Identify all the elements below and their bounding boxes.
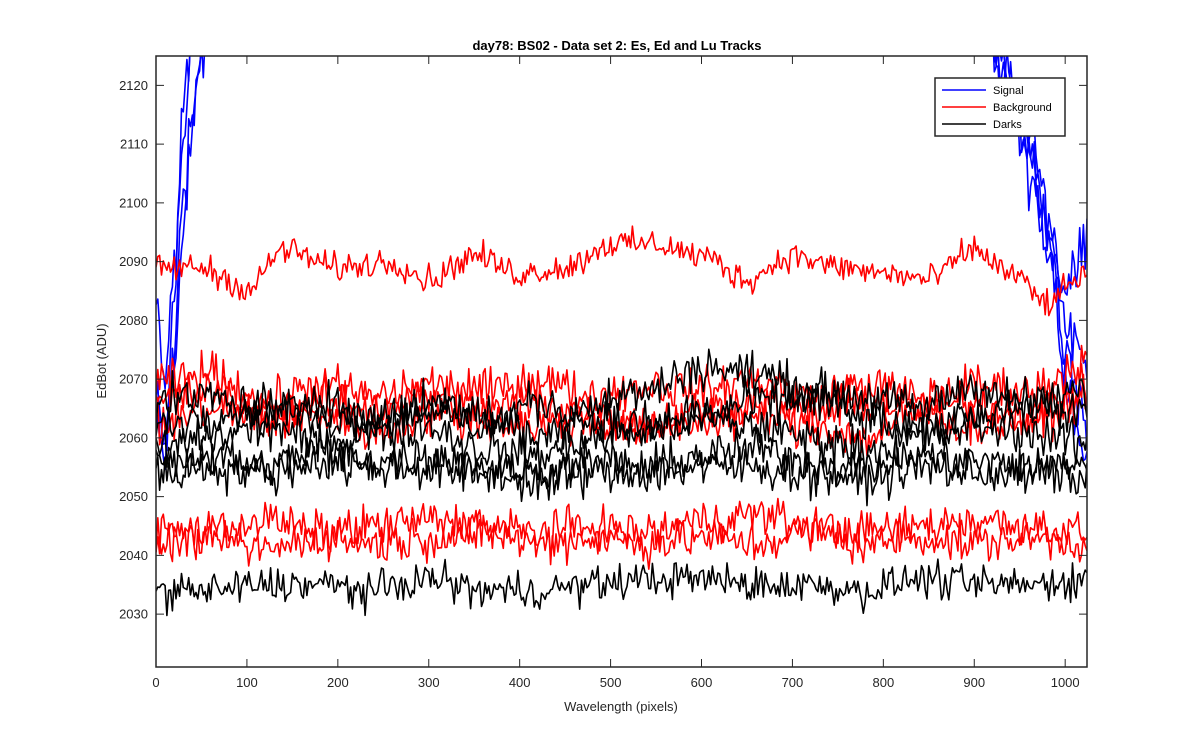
legend-label-background: Background — [993, 102, 1052, 114]
series-line-darks-12 — [156, 394, 1087, 478]
legend-box — [934, 77, 1066, 137]
x-tick-label: 300 — [418, 675, 440, 690]
y-tick-label: 2090 — [119, 254, 148, 269]
series-line-darks-13 — [156, 423, 1087, 501]
y-tick-label: 2070 — [119, 372, 148, 387]
y-tick-label: 2050 — [119, 489, 148, 504]
series-line-darks-15 — [156, 558, 1087, 617]
y-tick-label: 2040 — [119, 548, 148, 563]
legend: Signal Background Darks — [934, 77, 1066, 137]
series-line-background-8 — [156, 497, 1087, 555]
x-tick-label: 700 — [782, 675, 804, 690]
plot-series-layer — [156, 56, 1087, 617]
series-line-darks-10 — [156, 348, 1087, 457]
axis-ticks-layer: 0 100 200 300 400 500 600 700 800 900 1000 2030 2040… — [119, 56, 1087, 690]
series-line-background-4 — [156, 225, 1087, 317]
y-tick-label: 2060 — [119, 430, 148, 445]
y-tick-label: 2110 — [120, 137, 148, 152]
y-tick-label: 2030 — [119, 607, 148, 622]
chart-title: day78: BS02 - Data set 2: Es, Ed and Lu … — [472, 38, 761, 53]
x-tick-label: 200 — [327, 675, 349, 690]
series-line-background-9 — [156, 509, 1087, 570]
x-tick-label: 900 — [963, 675, 985, 690]
y-tick-label: 2120 — [119, 78, 148, 93]
y-tick-label: 2100 — [119, 195, 148, 210]
x-tick-label: 800 — [872, 675, 894, 690]
plot-frame — [155, 55, 1088, 668]
y-axis-label: EdBot (ADU) — [94, 323, 109, 398]
legend-label-signal: Signal — [993, 85, 1024, 97]
x-tick-label: 500 — [600, 675, 622, 690]
x-tick-label: 100 — [236, 675, 258, 690]
legend-label-darks: Darks — [993, 119, 1022, 131]
series-line-darks-14 — [156, 438, 1087, 507]
x-tick-label: 600 — [691, 675, 713, 690]
y-tick-label: 2080 — [119, 313, 148, 328]
x-axis-label: Wavelength (pixels) — [564, 699, 678, 714]
x-tick-label: 400 — [509, 675, 531, 690]
x-tick-label: 1000 — [1051, 675, 1080, 690]
x-tick-label: 0 — [152, 675, 159, 690]
